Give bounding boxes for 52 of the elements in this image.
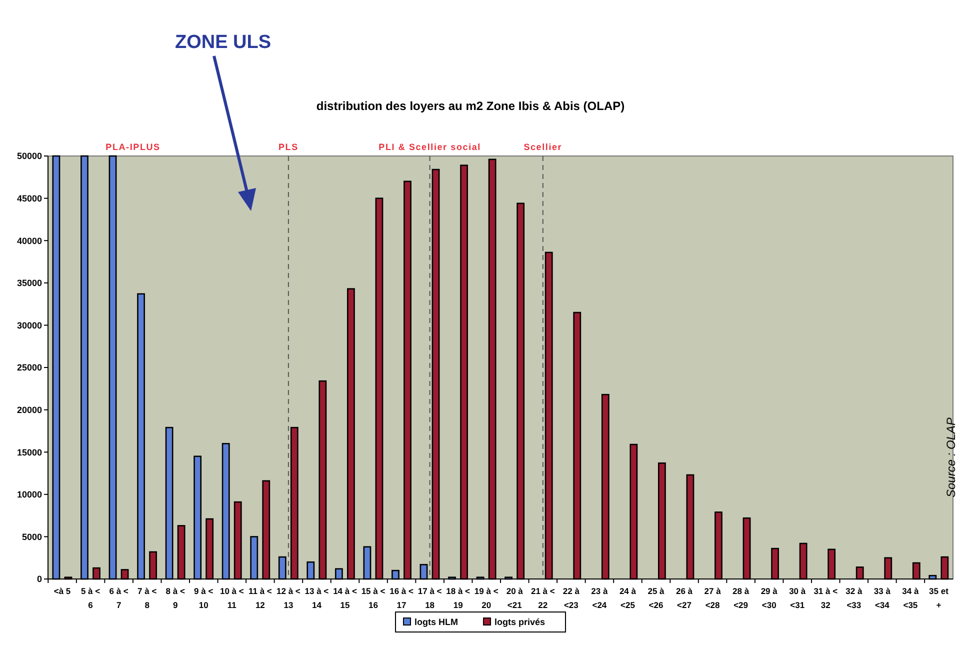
x-tick-label: 30 à <31 <box>789 586 806 610</box>
y-tick-label: 20000 <box>16 404 42 415</box>
x-tick-label: 18 à < 19 <box>446 586 470 610</box>
legend-label: logts HLM <box>414 617 458 628</box>
x-tick-label: 5 à < 6 <box>80 586 100 610</box>
x-tick-label: 15 à < 16 <box>361 586 386 610</box>
x-tick-label: 22 à <23 <box>562 586 580 610</box>
x-tick-label: 14 à < 15 <box>333 586 357 610</box>
y-tick-label: 10000 <box>16 490 42 500</box>
annotation: Source : OLAP <box>944 417 958 498</box>
y-tick-label: 30000 <box>16 320 42 330</box>
y-tick-label: 15000 <box>16 447 42 458</box>
x-tick-label: 10 à < 11 <box>220 586 244 610</box>
x-tick-label: 23 à <24 <box>591 586 608 610</box>
x-tick-label: 25 à <26 <box>648 586 665 610</box>
x-tick-label: 21 à < 22 <box>530 586 555 610</box>
x-tick-label: 29 à <30 <box>760 586 778 610</box>
x-tick-label: 8 à < 9 <box>166 586 185 610</box>
ref-line-label: Scellier <box>524 142 562 152</box>
x-tick-label: 19 à < 20 <box>474 586 498 610</box>
ref-line-label: PLS <box>278 142 298 152</box>
chart-title: distribution des loyers au m2 Zone Ibis & Abis (OLAP) <box>316 99 625 113</box>
x-tick-label: 6 à < 7 <box>109 586 128 610</box>
x-tick-label: 31 à < 32 <box>814 586 838 610</box>
x-tick-label: 12 à < 13 <box>276 586 300 610</box>
x-tick-label: 20 à <21 <box>506 586 524 610</box>
x-tick-label: 7 à < 8 <box>138 586 157 610</box>
text: PLA-IPLUS <box>106 142 160 152</box>
ref-line-label: PLI & Scellier social <box>378 142 481 152</box>
y-tick-label: 35000 <box>16 278 42 288</box>
x-tick-label: <à 5 <box>54 586 71 596</box>
x-tick-label: 27 à <28 <box>704 586 722 610</box>
x-tick-label: 16 à < 17 <box>390 586 414 610</box>
y-tick-label: 5000 <box>22 532 42 542</box>
y-tick-label: 50000 <box>16 151 42 162</box>
x-tick-label: 17 à < 18 <box>418 586 442 610</box>
legend-label: logts privés <box>494 617 546 628</box>
x-tick-label: 32 à <33 <box>846 586 862 610</box>
y-tick-label: 0 <box>36 574 42 584</box>
x-tick-label: 13 à < 14 <box>304 586 329 610</box>
y-tick-label: 25000 <box>16 362 42 373</box>
x-tick-label: 28 à <29 <box>732 586 750 610</box>
x-tick-label: 26 à <27 <box>676 586 693 610</box>
text: ZONE ULS <box>174 32 272 53</box>
x-tick-label: 24 à <25 <box>619 586 636 610</box>
x-tick-label: 9 à < 10 <box>194 586 214 610</box>
x-tick-label: 35 et + <box>929 586 949 610</box>
x-tick-label: 33 à <34 <box>874 586 891 610</box>
x-tick-label: 34 à <35 <box>902 586 919 610</box>
y-tick-label: 40000 <box>16 236 42 246</box>
x-tick-label: 11 à < 12 <box>248 586 272 610</box>
y-tick-label: 45000 <box>16 193 42 204</box>
